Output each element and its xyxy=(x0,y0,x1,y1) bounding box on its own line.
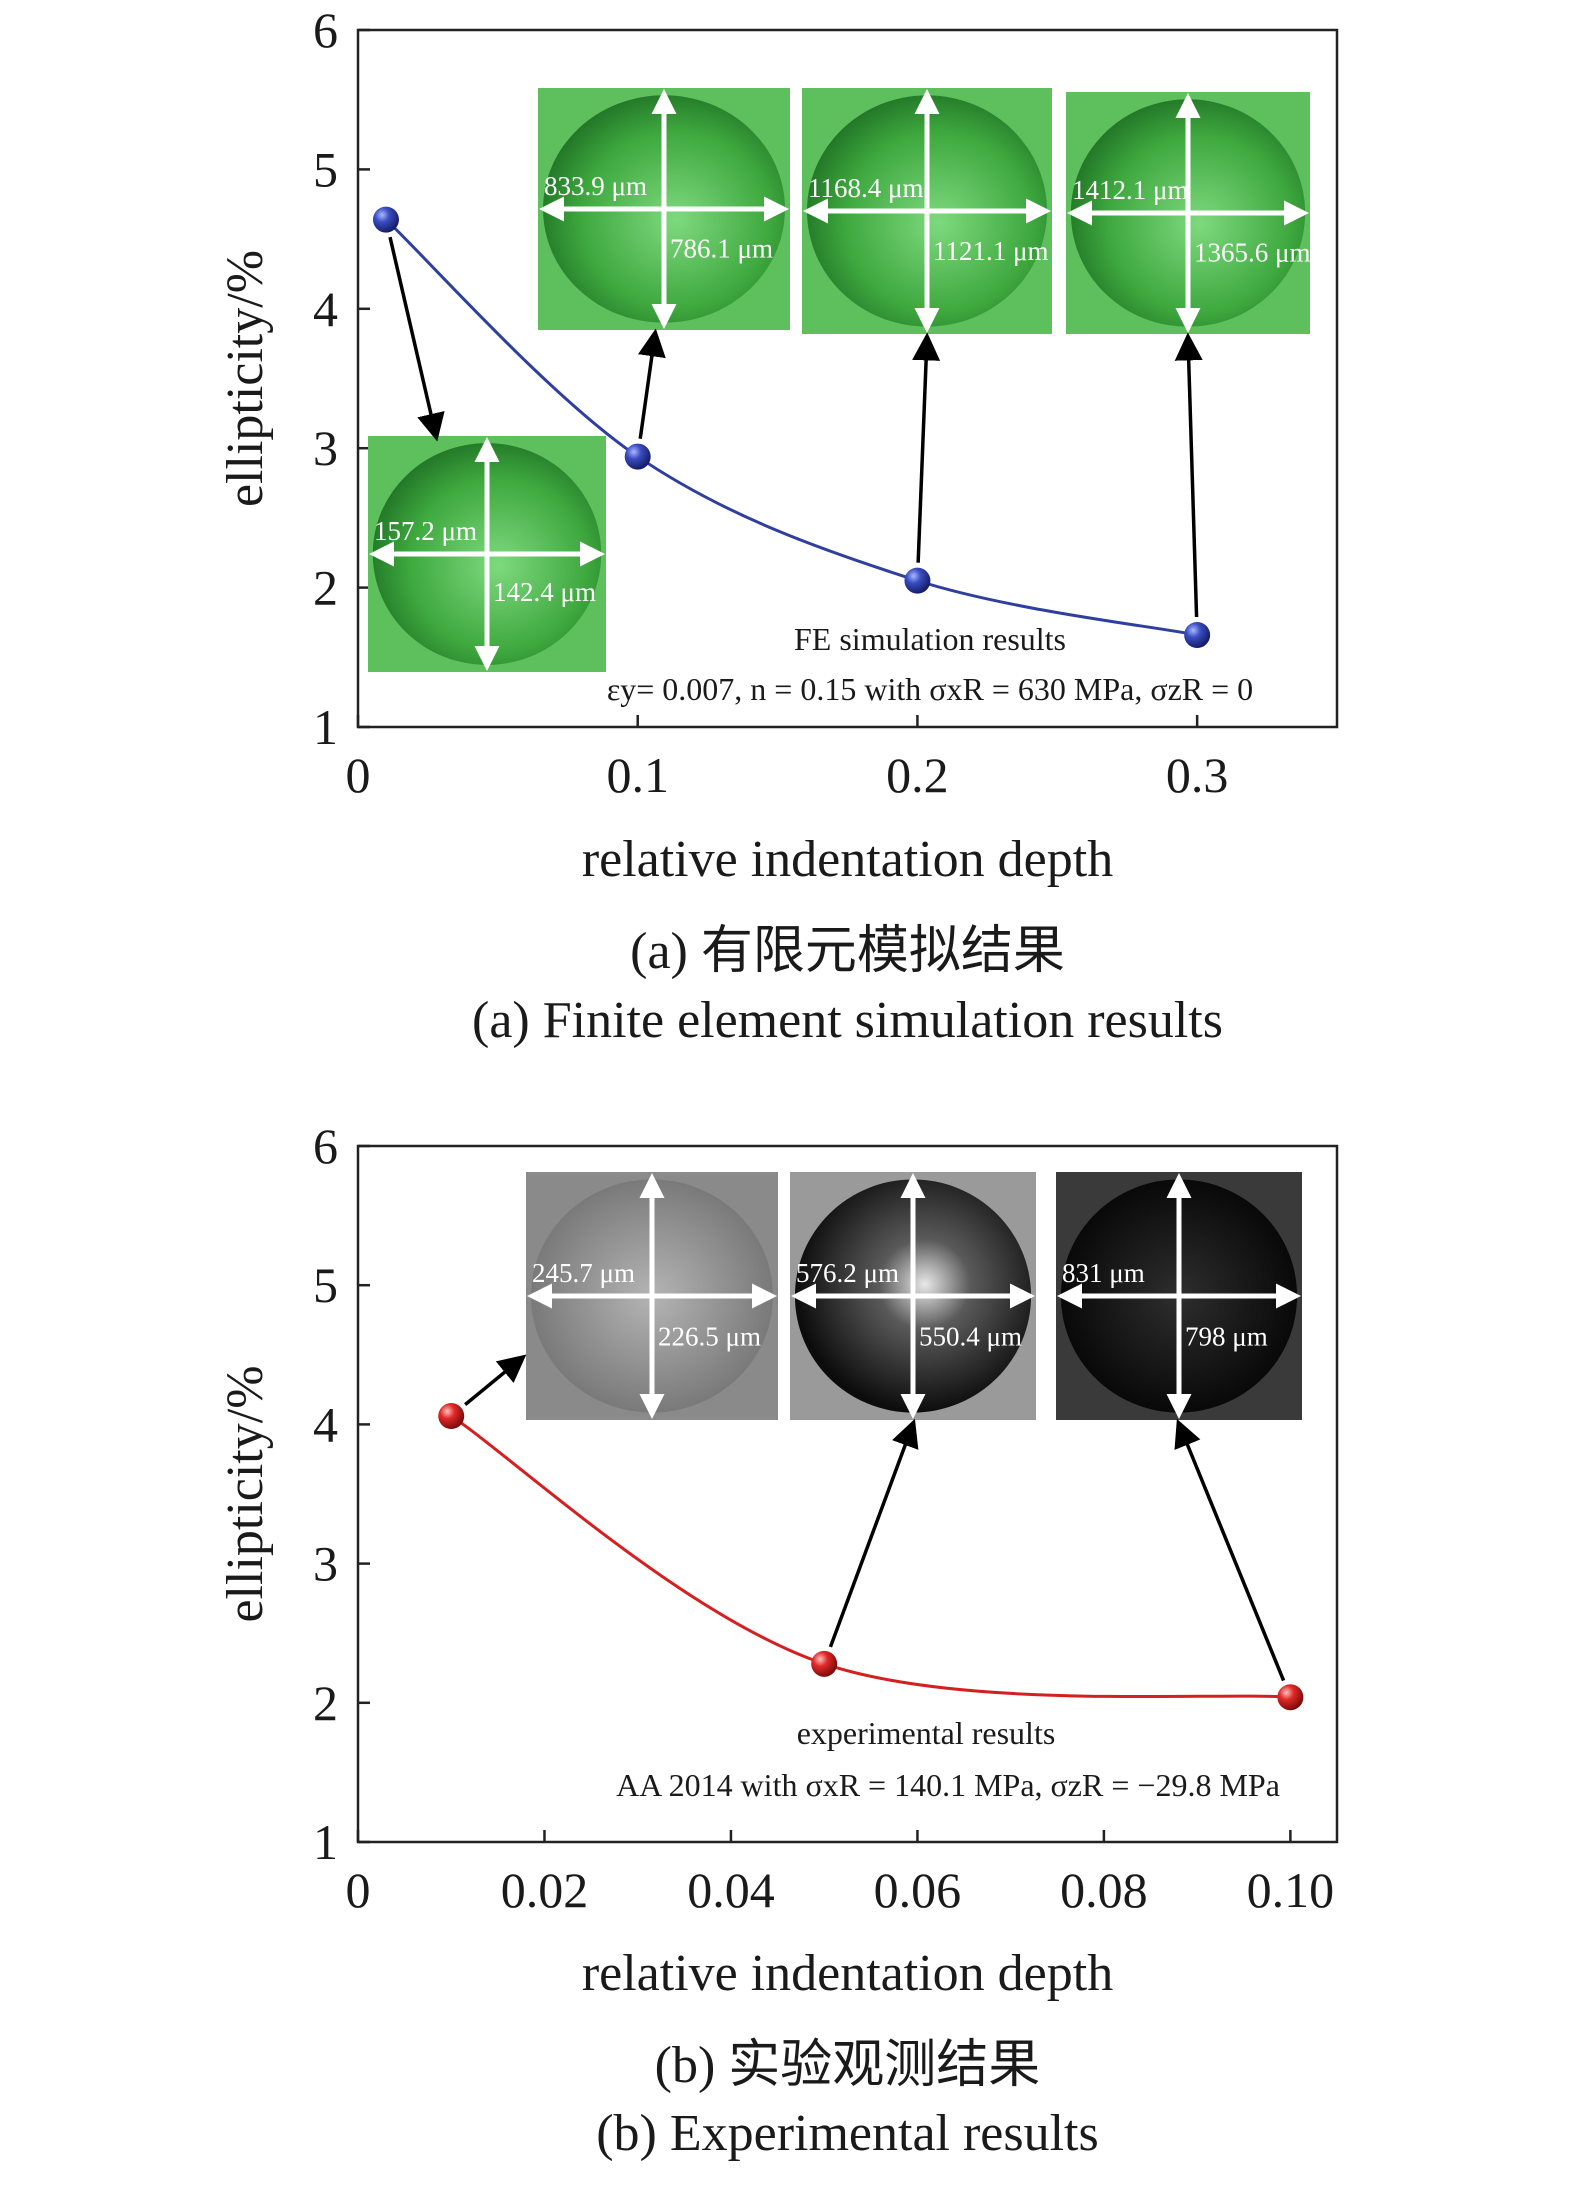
x-tick-label: 0.02 xyxy=(501,1862,589,1918)
horizontal-diameter-label: 157.2 μm xyxy=(374,516,477,546)
vertical-diameter-label: 142.4 μm xyxy=(493,577,596,607)
data-point xyxy=(1277,1684,1304,1711)
annotation-text: AA 2014 with σxR = 140.1 MPa, σzR = −29.… xyxy=(616,1767,1280,1803)
caption-english: (a) Finite element simulation results xyxy=(472,992,1223,1049)
vertical-diameter-label: 1121.1 μm xyxy=(933,236,1048,266)
y-tick-label: 5 xyxy=(313,141,338,197)
x-axis-title: relative indentation depth xyxy=(582,831,1113,888)
data-point xyxy=(811,1650,838,1677)
indentation-image: 831 μm 798 μm xyxy=(1056,1172,1302,1420)
y-tick-label: 2 xyxy=(313,560,338,616)
pointer-arrow xyxy=(388,236,445,442)
chart-a: 0 0.1 0.2 0.3 1 2 3 4 5 6 relative indentation dep… xyxy=(217,2,1339,1049)
y-axis-title: ellipticity/% xyxy=(217,1365,274,1622)
indentation-image: 833.9 μm 786.1 μm xyxy=(538,88,790,330)
x-tick-label: 0.2 xyxy=(886,747,949,803)
y-tick-label: 4 xyxy=(313,1396,338,1452)
horizontal-diameter-label: 576.2 μm xyxy=(796,1258,899,1288)
x-tick-label: 0 xyxy=(346,1862,371,1918)
x-axis-title: relative indentation depth xyxy=(582,1945,1113,2002)
horizontal-diameter-label: 833.9 μm xyxy=(544,171,647,201)
x-tick-label: 0.04 xyxy=(687,1862,775,1918)
caption-chinese: (a) 有限元模拟结果 xyxy=(630,923,1065,980)
x-tick-label: 0.10 xyxy=(1247,1862,1335,1918)
indentation-image: 576.2 μm 550.4 μm xyxy=(790,1172,1036,1420)
vertical-diameter-label: 226.5 μm xyxy=(658,1322,761,1352)
data-point xyxy=(438,1403,465,1430)
data-point xyxy=(624,443,651,470)
y-tick-label: 6 xyxy=(313,1118,338,1174)
vertical-diameter-label: 1365.6 μm xyxy=(1194,237,1310,267)
pointer-arrow xyxy=(1174,332,1203,618)
x-tick-label: 0.08 xyxy=(1060,1862,1148,1918)
series-line xyxy=(450,1414,1291,1699)
plot-frame xyxy=(356,28,1339,729)
data-point xyxy=(904,567,931,594)
y-tick-label: 3 xyxy=(313,420,338,476)
horizontal-diameter-label: 1412.1 μm xyxy=(1072,175,1188,205)
pointer-arrow xyxy=(464,1354,527,1406)
vertical-diameter-label: 786.1 μm xyxy=(670,233,773,263)
data-point xyxy=(372,206,399,233)
vertical-diameter-label: 798 μm xyxy=(1185,1322,1268,1352)
pointer-arrow xyxy=(828,1418,919,1648)
y-tick-label: 3 xyxy=(313,1536,338,1592)
pointer-arrow xyxy=(1174,1418,1286,1682)
x-tick-label: 0.1 xyxy=(606,747,669,803)
y-tick-label: 4 xyxy=(313,281,338,337)
caption-english: (b) Experimental results xyxy=(596,2105,1099,2162)
y-tick-label: 5 xyxy=(313,1257,338,1313)
pointer-arrow xyxy=(638,328,666,439)
series-line xyxy=(384,218,1198,637)
indentation-image: 157.2 μm 142.4 μm xyxy=(368,436,606,672)
chart-b: 0 0.02 0.04 0.06 0.08 0.10 1 2 3 4 5 6 relative inde… xyxy=(217,1118,1339,2162)
y-tick-label: 1 xyxy=(313,1814,338,1870)
horizontal-diameter-label: 245.7 μm xyxy=(532,1258,635,1288)
indentation-image: 1168.4 μm 1121.1 μm xyxy=(802,88,1052,334)
indentation-image: 1412.1 μm 1365.6 μm xyxy=(1066,92,1310,334)
x-tick-label: 0.06 xyxy=(874,1862,962,1918)
horizontal-diameter-label: 1168.4 μm xyxy=(808,173,923,203)
annotation-text: εy= 0.007, n = 0.15 with σxR = 630 MPa, … xyxy=(607,671,1253,707)
pointer-arrow xyxy=(912,332,941,563)
y-tick-label: 6 xyxy=(313,2,338,58)
indentation-image: 245.7 μm 226.5 μm xyxy=(526,1172,778,1420)
x-tick-label: 0 xyxy=(346,747,371,803)
x-tick-label: 0.3 xyxy=(1166,747,1229,803)
annotation-text: experimental results xyxy=(797,1715,1056,1751)
y-tick-label: 2 xyxy=(313,1675,338,1731)
caption-chinese: (b) 实验观测结果 xyxy=(655,2037,1041,2094)
y-axis-title: ellipticity/% xyxy=(217,250,274,507)
y-tick-label: 1 xyxy=(313,699,338,755)
plot-frame xyxy=(356,1144,1339,1844)
horizontal-diameter-label: 831 μm xyxy=(1062,1258,1145,1288)
vertical-diameter-label: 550.4 μm xyxy=(919,1322,1022,1352)
data-point xyxy=(1184,621,1211,648)
annotation-text: FE simulation results xyxy=(794,621,1066,657)
